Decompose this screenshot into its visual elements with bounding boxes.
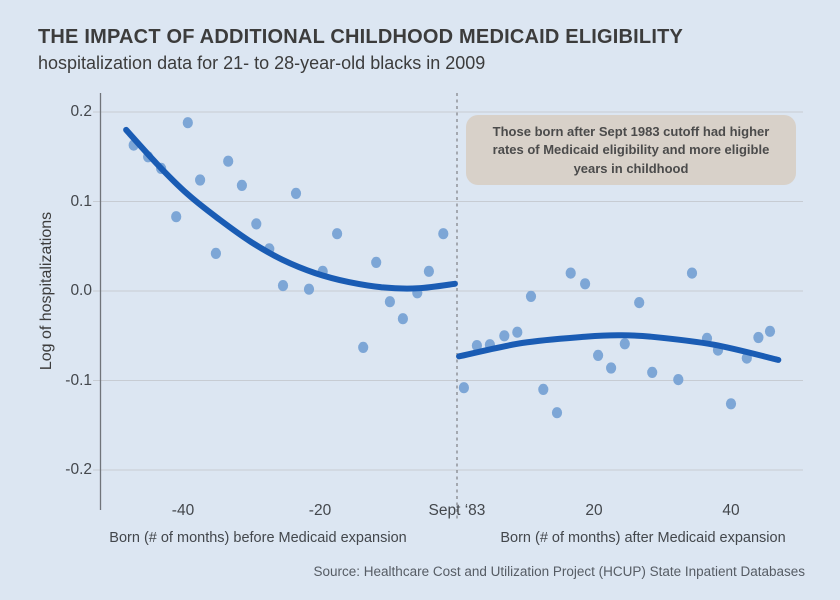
x-tick-label: 40 <box>722 502 740 519</box>
x-tick-label: Sept ‘83 <box>428 502 486 519</box>
data-point <box>634 297 645 309</box>
data-point <box>606 362 617 374</box>
data-point <box>538 383 549 395</box>
y-tick-label: 0.2 <box>70 103 92 120</box>
y-tick-label: 0.0 <box>70 282 92 299</box>
data-point <box>725 398 737 410</box>
data-point <box>251 218 262 230</box>
chart-title: THE IMPACT OF ADDITIONAL CHILDHOOD MEDIC… <box>38 26 684 48</box>
annotation-line: rates of Medicaid eligibility and more e… <box>492 142 770 158</box>
data-point <box>171 211 182 223</box>
data-point <box>673 374 684 386</box>
x-tick-label: -40 <box>171 502 195 519</box>
data-point <box>593 349 604 361</box>
data-point <box>303 283 315 295</box>
data-point <box>210 247 221 259</box>
fit-curve-left <box>123 126 458 292</box>
data-point <box>397 313 408 325</box>
data-point <box>764 325 776 337</box>
data-point <box>525 290 537 302</box>
x-tick-label: 20 <box>585 502 603 519</box>
data-point <box>182 117 193 129</box>
data-point <box>332 228 343 240</box>
annotation-line: Those born after Sept 1983 cutoff had hi… <box>492 124 770 139</box>
data-point <box>236 179 247 191</box>
data-point <box>438 228 449 240</box>
data-point <box>277 280 289 292</box>
data-point <box>647 366 658 378</box>
data-point <box>384 296 395 308</box>
data-point <box>619 338 630 350</box>
data-point <box>290 187 302 199</box>
data-point <box>580 278 591 290</box>
data-point <box>499 330 510 342</box>
y-tick-label: 0.1 <box>70 192 92 210</box>
y-tick-label: -0.1 <box>65 371 92 389</box>
x-axis-caption-right: Born (# of months) after Medicaid expans… <box>500 530 786 546</box>
data-point <box>471 340 482 352</box>
data-point <box>371 256 382 268</box>
x-tick-label: -20 <box>308 502 332 519</box>
chart-subtitle: hospitalization data for 21- to 28-year-… <box>38 53 486 73</box>
data-point <box>195 174 206 186</box>
data-point <box>565 267 576 279</box>
y-tick-label: -0.2 <box>65 461 92 478</box>
source-note: Source: Healthcare Cost and Utilization … <box>313 564 805 579</box>
annotation-line: years in childhood <box>573 160 689 176</box>
x-axis-caption-left: Born (# of months) before Medicaid expan… <box>109 530 407 546</box>
data-point <box>223 155 234 167</box>
data-point <box>458 382 469 394</box>
data-point <box>512 326 523 338</box>
data-point <box>423 265 434 277</box>
data-point <box>358 341 369 353</box>
annotation-callout: Those born after Sept 1983 cutoff had hi… <box>466 115 796 186</box>
data-point <box>686 267 698 279</box>
data-point <box>551 407 563 419</box>
data-point <box>753 331 764 344</box>
fit-curve-right <box>456 332 782 363</box>
